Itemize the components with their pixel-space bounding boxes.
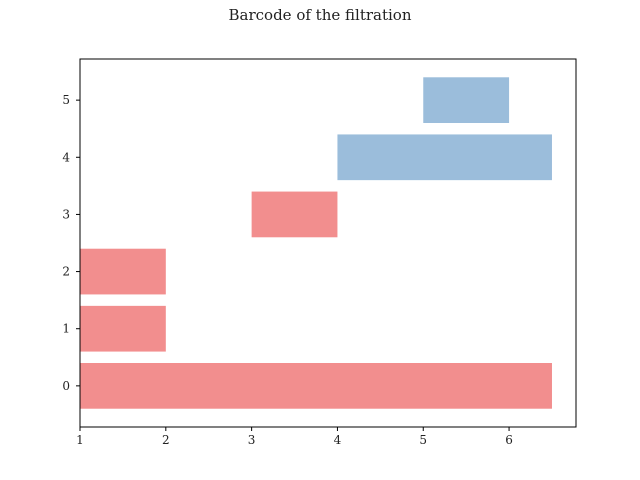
y-tick-label: 4 bbox=[62, 150, 70, 164]
x-tick-label: 3 bbox=[248, 433, 256, 447]
barcode-bar-3 bbox=[251, 191, 338, 238]
barcode-bar-5 bbox=[423, 77, 510, 123]
x-tick-label: 1 bbox=[76, 433, 84, 447]
chart-title: Barcode of the filtration bbox=[228, 6, 412, 24]
y-tick-label: 0 bbox=[62, 379, 70, 393]
barcode-bar-0 bbox=[80, 363, 552, 409]
x-tick-label: 2 bbox=[162, 433, 170, 447]
y-tick-label: 1 bbox=[62, 322, 70, 336]
barcode-bar-4 bbox=[337, 134, 552, 181]
y-tick-label: 2 bbox=[62, 265, 70, 279]
x-tick-label: 5 bbox=[419, 433, 427, 447]
ticks-layer: 1 2 3 4 5 6 0 1 2 3 4 5 bbox=[62, 93, 513, 447]
plot-frame bbox=[79, 58, 577, 428]
barcode-bar-1 bbox=[80, 305, 166, 352]
x-tick-label: 6 bbox=[505, 433, 513, 447]
y-tick-label: 5 bbox=[62, 93, 70, 107]
y-tick-label: 3 bbox=[62, 207, 70, 221]
bars-layer bbox=[80, 77, 552, 409]
barcode-bar-2 bbox=[80, 248, 166, 295]
x-tick-label: 4 bbox=[334, 433, 342, 447]
